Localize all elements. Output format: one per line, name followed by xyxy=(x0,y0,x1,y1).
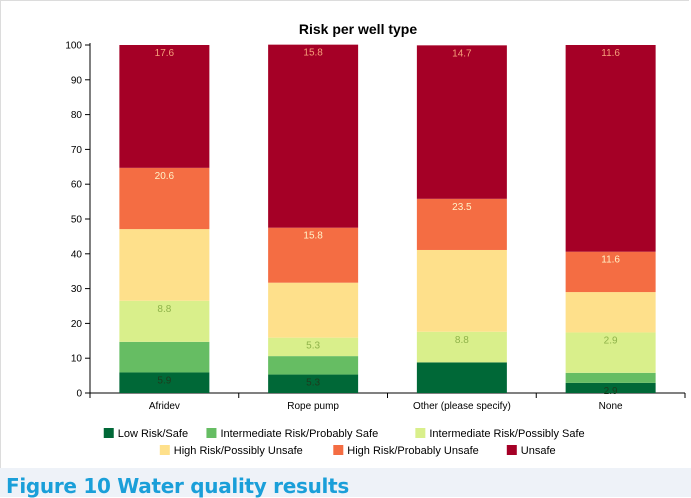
y-tick-label: 0 xyxy=(76,389,82,400)
y-tick-label: 100 xyxy=(65,41,82,52)
chart-svg: Risk per well type 0 10 20 30 40 50 60 70 80 90 10… xyxy=(65,21,686,457)
data-label: 2.9 xyxy=(604,335,618,346)
legend-swatch xyxy=(103,428,114,438)
bar-segment xyxy=(565,372,656,383)
legend-swatch xyxy=(159,445,170,455)
legend-label: High Risk/Possibly Unsafe xyxy=(174,445,303,457)
y-tick-label: 50 xyxy=(71,215,83,226)
bar-segment xyxy=(416,249,507,332)
y-tick-label: 10 xyxy=(71,354,83,365)
bar-segment xyxy=(119,300,210,342)
data-label: 20.6 xyxy=(155,171,175,182)
data-label: 5.3 xyxy=(306,378,320,389)
bar-segment xyxy=(416,331,507,363)
legend-swatch xyxy=(415,428,426,438)
y-tick-label: 60 xyxy=(71,180,83,191)
bar-segment xyxy=(119,167,210,230)
bar-segment xyxy=(416,45,507,199)
data-label: 8.8 xyxy=(157,304,171,315)
figure-caption: Figure 10 Water quality results xyxy=(6,474,349,498)
y-tick-label: 40 xyxy=(71,249,83,260)
legend-swatch xyxy=(206,428,217,438)
y-tick-label: 90 xyxy=(71,75,83,86)
bar-segment xyxy=(119,45,210,168)
legend-swatch xyxy=(506,445,517,455)
bar-segment xyxy=(119,372,210,393)
data-label: 23.5 xyxy=(452,202,472,213)
data-label: 14.7 xyxy=(452,48,472,59)
data-label: 8.8 xyxy=(455,335,469,346)
data-label: 15.8 xyxy=(303,231,323,242)
bar-segment xyxy=(268,337,359,357)
y-tick-label: 70 xyxy=(71,145,83,156)
x-tick-label: Other (please specify) xyxy=(413,401,511,412)
data-label: 11.6 xyxy=(601,255,620,266)
legend-label: Intermediate Risk/Probably Safe xyxy=(220,428,378,440)
legend-label: High Risk/Probably Unsafe xyxy=(347,445,478,457)
bar-segment xyxy=(119,229,210,301)
bar-segment xyxy=(268,227,359,283)
legend-swatch xyxy=(333,445,344,455)
x-tick-label: None xyxy=(599,401,623,412)
chart-data-labels: 5.9 8.8 20.6 17.6 5.3 5.3 15.8 15.8 8.8 23.5 14.7 2… xyxy=(155,48,621,397)
bar-segment xyxy=(565,382,656,393)
bar-segment xyxy=(268,282,359,338)
bar-segment xyxy=(565,332,656,373)
bar-segment xyxy=(565,251,656,293)
legend-label: Low Risk/Safe xyxy=(118,428,188,440)
bar-segment xyxy=(268,44,359,228)
data-label: 15.8 xyxy=(303,48,323,59)
bar-segment xyxy=(119,341,210,373)
legend-label: Unsafe xyxy=(521,445,556,457)
data-label: 5.9 xyxy=(157,375,171,386)
bar-segment xyxy=(565,292,656,333)
bar-segment xyxy=(416,362,507,393)
chart-bars xyxy=(119,44,656,393)
y-tick-label: 20 xyxy=(71,319,83,330)
x-tick-label: Rope pump xyxy=(287,401,339,412)
data-label: 5.3 xyxy=(306,341,320,352)
bar-segment xyxy=(416,198,507,250)
caption-bar xyxy=(0,468,691,497)
x-tick-label: Afridev xyxy=(149,401,180,412)
chart-legend: Low Risk/Safe Intermediate Risk/Probably … xyxy=(103,428,585,457)
data-label: 11.6 xyxy=(601,48,620,59)
bar-segment xyxy=(268,374,359,393)
data-label: 17.6 xyxy=(155,48,175,59)
y-tick-label: 30 xyxy=(71,284,83,295)
chart-panel: Risk per well type 0 10 20 30 40 50 60 70 80 90 10… xyxy=(0,0,689,468)
bar-segment xyxy=(565,45,656,252)
bar-segment xyxy=(268,356,359,375)
data-label: 2.9 xyxy=(604,386,618,397)
legend-label: Intermediate Risk/Possibly Safe xyxy=(429,428,584,440)
chart-title: Risk per well type xyxy=(299,21,417,37)
y-tick-label: 80 xyxy=(71,110,83,121)
